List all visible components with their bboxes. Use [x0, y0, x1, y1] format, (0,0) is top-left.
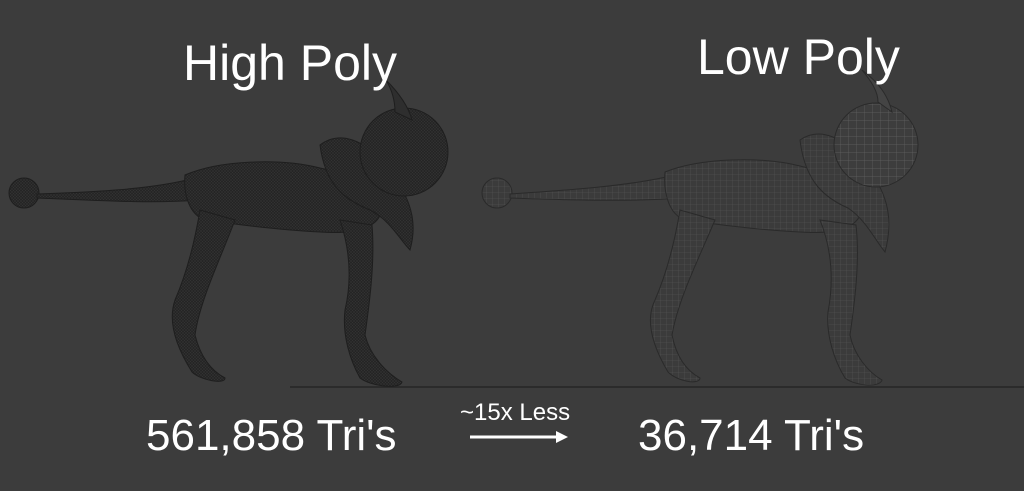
high-poly-title: High Poly	[183, 35, 397, 91]
high-poly-tri-count: 561,858 Tri's	[146, 411, 397, 460]
reduction-ratio-label: ~15x Less	[460, 399, 571, 426]
high-poly-model	[8, 79, 449, 387]
low-poly-model	[481, 69, 919, 386]
low-poly-title: Low Poly	[697, 29, 900, 85]
low-poly-tri-count: 36,714 Tri's	[638, 411, 865, 460]
right-arrow-icon	[470, 431, 568, 443]
